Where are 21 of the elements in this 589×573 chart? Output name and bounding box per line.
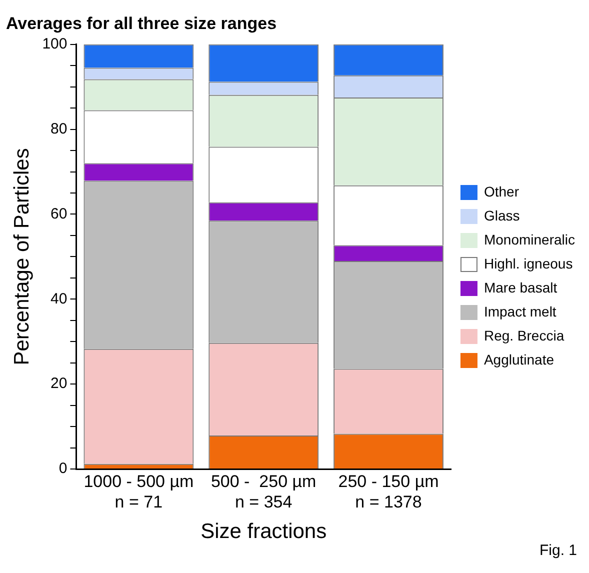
legend-label: Impact melt — [484, 303, 556, 320]
x-tick-label: 250 - 150 µm n = 1378 — [338, 472, 439, 512]
legend-label: Agglutinate — [484, 351, 554, 368]
y-tick-label: 40 — [50, 290, 68, 308]
y-tick-label: 60 — [50, 205, 68, 222]
legend-label: Highl. igneous — [484, 255, 573, 272]
caption: Fig. 1 — [539, 542, 577, 559]
legend-label: Mare basalt — [484, 279, 558, 296]
legend-label: Glass — [484, 207, 520, 224]
x-tick-label: 500 - 250 µm n = 354 — [210, 472, 316, 512]
x-axis-title: Size fractions — [200, 520, 327, 544]
chart-title: Averages for all three size ranges — [6, 14, 277, 33]
y-tick-label: 100 — [42, 36, 68, 53]
x-tick-label: 1000 - 500 µm n = 71 — [84, 472, 194, 512]
y-tick-label: 0 — [58, 460, 68, 478]
legend-label: Other — [484, 183, 520, 200]
y-tick-label: 80 — [50, 120, 68, 138]
y-tick-label: 20 — [50, 375, 68, 392]
legend-label: Reg. Breccia — [484, 327, 564, 344]
y-axis-title: Percentage of Particles — [10, 148, 34, 366]
legend-label: Monomineralic — [484, 231, 576, 248]
